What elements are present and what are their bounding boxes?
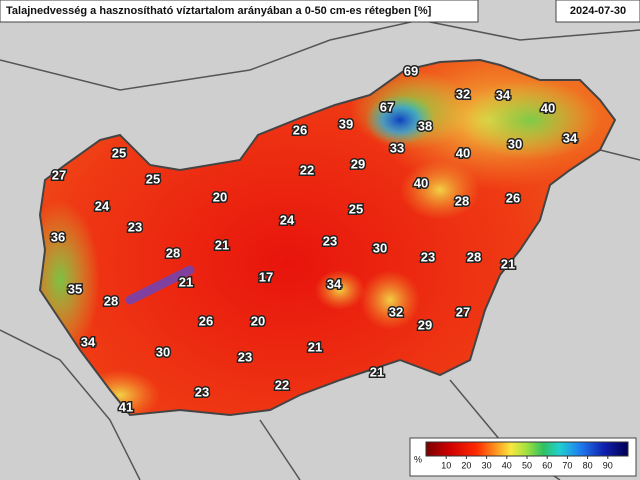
colorbar-label: 60: [542, 460, 552, 470]
colorbar-label: 50: [522, 460, 532, 470]
station-value: 21: [308, 339, 322, 354]
station-value: 34: [327, 276, 342, 291]
station-value: 23: [421, 249, 435, 264]
title: Talajnedvesség a hasznosítható víztartal…: [6, 5, 432, 17]
station-value: 29: [418, 317, 432, 332]
station-value: 22: [300, 162, 314, 177]
colorbar-label: 10: [441, 460, 451, 470]
station-value: 24: [280, 212, 295, 227]
station-value: 23: [323, 233, 337, 248]
station-value: 35: [68, 281, 82, 296]
station-value: 20: [251, 313, 265, 328]
title-box: [0, 0, 479, 23]
station-value: 20: [213, 189, 227, 204]
station-value: 27: [52, 167, 66, 182]
station-value: 36: [51, 229, 65, 244]
colorbar-label: 90: [603, 460, 613, 470]
date-box: [555, 0, 640, 23]
station-value: 27: [456, 304, 470, 319]
station-value: 69: [404, 63, 418, 78]
station-value: 23: [238, 349, 252, 364]
station-value: 25: [146, 171, 160, 186]
station-value: 17: [259, 269, 273, 284]
station-value: 32: [389, 304, 403, 319]
station-value: 30: [156, 344, 170, 359]
borders: [0, 19, 640, 480]
station-value: 41: [119, 399, 133, 414]
lake-balaton: [125, 265, 195, 305]
station-value: 26: [199, 313, 213, 328]
colorbar-label: 80: [583, 460, 593, 470]
station-value: 39: [339, 116, 353, 131]
station-value: 24: [95, 198, 110, 213]
station-value: 21: [501, 256, 515, 271]
station-value: 30: [373, 240, 387, 255]
station-value: 40: [541, 100, 555, 115]
station-value: 23: [195, 384, 209, 399]
date: 2024-07-30: [570, 5, 626, 17]
station-value: 23: [128, 219, 142, 234]
station-value: 21: [215, 237, 229, 252]
station-value: 26: [506, 190, 520, 205]
station-value: 28: [467, 249, 481, 264]
colorbar-label: 40: [502, 460, 512, 470]
station-value: 34: [563, 130, 578, 145]
station-value: 28: [104, 293, 118, 308]
station-value: 30: [508, 136, 522, 151]
station-value: 25: [349, 201, 363, 216]
colorbar: [425, 441, 629, 457]
station-value: 29: [351, 156, 365, 171]
legend-unit: %: [414, 454, 422, 464]
colorbar-label: 20: [461, 460, 471, 470]
station-value: 21: [179, 274, 193, 289]
station-value: 67: [380, 99, 394, 114]
station-value: 26: [293, 122, 307, 137]
station-value: 38: [418, 118, 432, 133]
station-value: 25: [112, 145, 126, 160]
station-value: 22: [275, 377, 289, 392]
station-value: 32: [456, 86, 470, 101]
station-value: 40: [456, 145, 470, 160]
colorbar-label: 30: [482, 460, 492, 470]
station-value: 28: [455, 193, 469, 208]
station-value: 28: [166, 245, 180, 260]
station-value: 33: [390, 140, 404, 155]
station-value: 21: [370, 364, 384, 379]
colorbar-label: 70: [562, 460, 572, 470]
station-value: 34: [81, 334, 96, 349]
station-value: 40: [414, 175, 428, 190]
station-value: 34: [496, 87, 511, 102]
